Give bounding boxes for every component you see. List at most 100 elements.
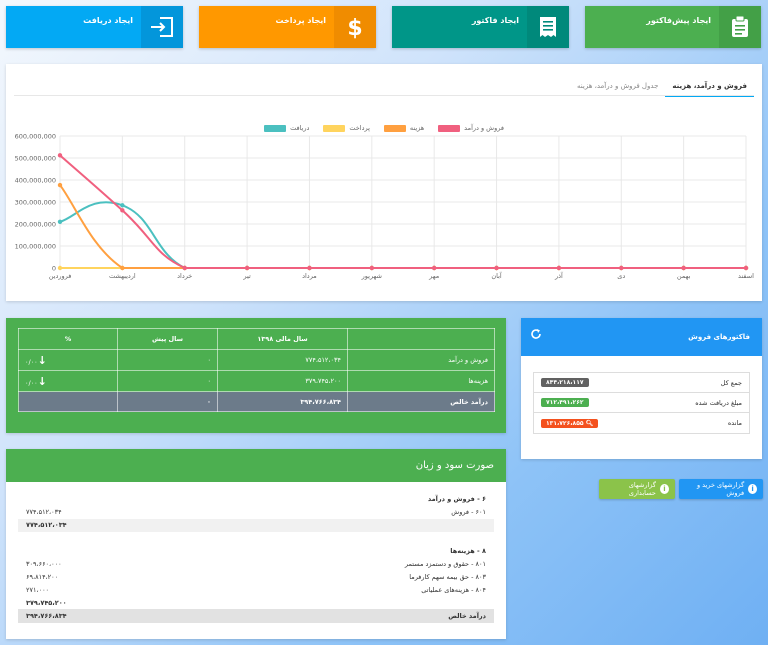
statement-row: درآمد خالص ۳۹۴،۷۶۶،۸۳۴ <box>18 609 494 624</box>
profit-loss-card: صورت سود و زیان ۶ - فروش و درآمد ۶۰۱ - فر… <box>6 449 506 639</box>
data-point <box>743 265 749 271</box>
x-tick-label: مرداد <box>302 272 317 280</box>
x-tick-label: فروردین <box>49 272 72 280</box>
statement-row-label: ۸۰۳ - حق بیمه سهم کارفرما <box>409 572 486 581</box>
invoices-header: فاکتورهای فروش <box>521 318 762 356</box>
create-invoice-tile[interactable]: ایجاد فاکتور <box>392 6 569 48</box>
header-empty <box>347 328 495 350</box>
info-icon: i <box>659 484 669 494</box>
data-point <box>57 153 63 158</box>
statement-row: ۶ - فروش و درآمد <box>18 493 494 506</box>
sales-purchase-reports-button[interactable]: i گزارشهای خرید و فروش <box>679 479 763 499</box>
series-line <box>59 154 746 269</box>
statement-row-amount: ۳۰۹،۶۶۰،۰۰۰ <box>26 559 62 568</box>
invoices-title: فاکتورهای فروش <box>688 333 750 341</box>
total-label: درآمد خالص <box>347 391 495 412</box>
data-point <box>369 265 375 271</box>
x-tick-label: اردیبهشت <box>109 272 136 280</box>
accounting-reports-button[interactable]: i گزارشهای حسابداری <box>599 479 675 499</box>
statement-row-amount: ۲۷۱،۰۰۰ <box>26 585 50 594</box>
row-previous: ۰ <box>117 370 218 392</box>
create-payment-label: ایجاد پرداخت <box>275 16 326 25</box>
row-current: ۳۷۹،۷۴۵،۲۰۰ <box>217 370 348 392</box>
y-tick-label: 400,000,000 <box>15 177 56 185</box>
total-sum-label: جمع کل <box>720 378 742 387</box>
refresh-icon[interactable] <box>530 328 542 340</box>
legend-swatch <box>323 124 346 132</box>
y-tick-label: 300,000,000 <box>15 199 56 207</box>
create-receipt-label: ایجاد دریافت <box>83 16 133 25</box>
data-point <box>556 265 562 271</box>
statement-row: ۳۷۹،۷۴۵،۲۰۰ <box>18 596 494 609</box>
statement-row-amount: ۷۷۴،۵۱۲،۰۳۴ <box>26 521 67 530</box>
header-current-year: سال مالی ۱۳۹۸ <box>217 328 348 350</box>
row-percent-cell: ↓۰/۰۰ <box>18 349 118 371</box>
row-label: هزینه‌ها <box>347 370 495 392</box>
legend-item[interactable]: هزینه <box>383 124 425 132</box>
y-tick-label: 200,000,000 <box>15 221 56 229</box>
create-proforma-label: ایجاد پیش‌فاکتور <box>646 16 711 25</box>
info-icon: i <box>748 484 757 494</box>
header-previous-year: سال پیش <box>117 328 218 350</box>
search-icon: 🔍︎ <box>585 419 594 427</box>
x-tick-label: مهر <box>428 272 439 280</box>
legend-label: دریافت <box>290 124 310 132</box>
profit-loss-title: صورت سود و زیان <box>415 460 494 471</box>
statement-row: ۷۷۴،۵۱۲،۰۳۴ <box>18 518 494 532</box>
row-percent-cell: ↓۰/۰۰ <box>18 370 118 392</box>
balance-value-button[interactable]: 🔍︎ ۱۳۱،۷۲۶،۸۵۵ <box>541 418 599 428</box>
legend-item[interactable]: دریافت <box>264 124 309 132</box>
statement-row-amount: ۳۹۴،۷۶۶،۸۳۴ <box>26 612 67 621</box>
legend-swatch <box>383 124 406 132</box>
x-tick-label: بهمن <box>677 272 691 280</box>
series-line <box>59 184 746 269</box>
list-item: مانده 🔍︎ ۱۳۱،۷۲۶،۸۵۵ <box>534 413 749 433</box>
legend-item[interactable]: فروش و درآمد <box>438 124 504 132</box>
x-tick-label: آذر <box>554 271 564 280</box>
line-chart: 0 100,000,000 200,000,000 300,000,000 400,00… <box>15 133 755 281</box>
statement-row-label: ۸۰۱ - حقوق و دستمزد مستمر <box>404 559 486 568</box>
statement-row: ۸۰۱ - حقوق و دستمزد مستمر ۳۰۹،۶۶۰،۰۰۰ <box>18 557 494 570</box>
x-tick-label: دی <box>617 272 625 280</box>
legend-label: هزینه <box>409 124 425 132</box>
data-point <box>307 265 312 271</box>
sign-in-icon <box>141 6 183 48</box>
profit-loss-statement: ۶ - فروش و درآمد ۶۰۱ - فروش ۷۷۴،۵۱۲،۰۳۴ ۷۷۴… <box>18 493 494 624</box>
data-point <box>57 219 63 224</box>
list-item: جمع کل ۸۴۴،۲۱۸،۱۱۷ <box>534 373 749 393</box>
tab-sales-table[interactable]: جدول فروش و درآمد، هزینه <box>577 82 659 90</box>
received-amount-label: مبلغ دریافت شده <box>695 398 742 407</box>
table-header-row: سال مالی ۱۳۹۸ سال پیش % <box>18 328 495 350</box>
statement-row-amount: ۷۷۴،۵۱۲،۰۳۴ <box>26 508 62 517</box>
row-label: فروش و درآمد <box>347 349 495 371</box>
create-proforma-tile[interactable]: ایجاد پیش‌فاکتور <box>585 6 761 48</box>
tab-sales-chart[interactable]: فروش و درآمد، هزینه <box>665 78 754 97</box>
legend-item[interactable]: پرداخت <box>323 124 370 132</box>
data-point <box>681 265 686 271</box>
legend-label: پرداخت <box>349 124 370 132</box>
table-row: فروش و درآمد ۷۷۴،۵۱۲،۰۳۴ ۰ ↓۰/۰۰ <box>18 349 495 371</box>
row-percent: ۰/۰۰ <box>25 357 38 366</box>
data-point <box>619 265 624 271</box>
statement-row-label: ۶۰۱ - فروش <box>451 508 486 517</box>
statement-row-amount: ۶۹،۸۱۴،۲۰۰ <box>26 572 59 581</box>
year-comparison-card: سال مالی ۱۳۹۸ سال پیش % فروش و درآمد ۷۷۴… <box>6 318 506 433</box>
svg-text:$: $ <box>347 16 362 39</box>
data-point <box>57 265 63 271</box>
data-point <box>120 265 125 271</box>
statement-row-amount: ۳۷۹،۷۴۵،۲۰۰ <box>26 598 67 607</box>
statement-row <box>18 532 494 545</box>
receipt-icon <box>527 6 569 48</box>
arrow-down-icon: ↓ <box>37 374 47 388</box>
create-receipt-tile[interactable]: ایجاد دریافت <box>6 6 183 48</box>
comparison-table: سال مالی ۱۳۹۸ سال پیش % فروش و درآمد ۷۷۴… <box>18 328 495 412</box>
legend-swatch <box>264 124 287 132</box>
statement-row-label: ۶ - فروش و درآمد <box>427 495 486 504</box>
data-point <box>120 203 125 208</box>
total-sum-value: ۸۴۴،۲۱۸،۱۱۷ <box>541 378 589 387</box>
statement-row: ۸۰۴ - هزینه‌های عملیاتی ۲۷۱،۰۰۰ <box>18 583 494 596</box>
total-current: ۳۹۴،۷۶۶،۸۳۴ <box>217 391 348 412</box>
accounting-reports-label: گزارشهای حسابداری <box>628 481 656 497</box>
create-payment-tile[interactable]: ایجاد پرداخت $ <box>199 6 376 48</box>
series-line <box>59 201 746 269</box>
